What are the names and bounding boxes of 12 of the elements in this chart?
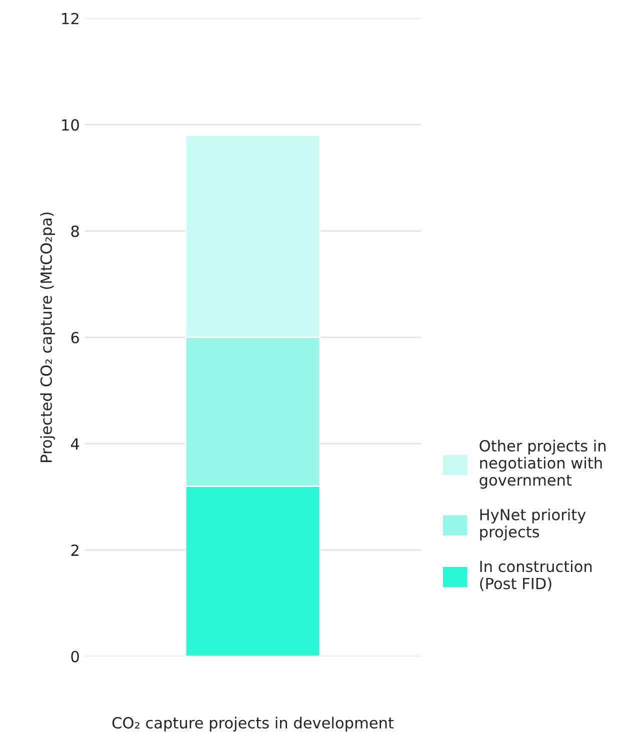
y-axis-title: Projected CO₂ capture (MtCO₂pa): [40, 212, 55, 462]
y-tick-label: 0: [71, 650, 79, 662]
y-tick-label: 4: [70, 438, 80, 450]
y-tick-label: 2: [71, 544, 78, 556]
y-tick-label: 10: [62, 119, 79, 131]
legend-label: In construction (Post FID): [480, 560, 592, 592]
legend-label: HyNet priority projects: [480, 508, 586, 540]
x-axis-title: CO₂ capture projects in development: [112, 716, 394, 732]
y-tick-label: 8: [71, 226, 79, 238]
legend-label: Other projects in negotiation with government: [480, 440, 606, 489]
y-tick-label: 12: [62, 12, 78, 24]
y-tick-label: 6: [71, 332, 79, 344]
